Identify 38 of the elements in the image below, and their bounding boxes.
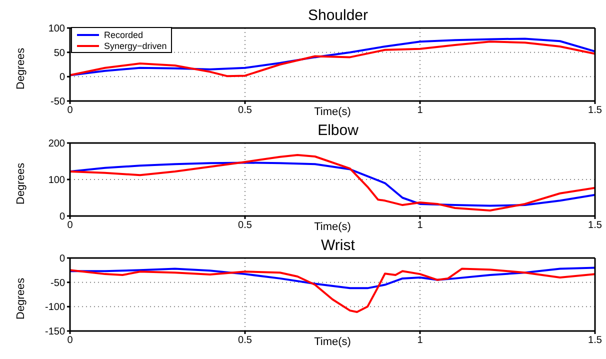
y-tick-label: 0 bbox=[59, 254, 66, 265]
line-series bbox=[70, 154, 595, 212]
y-tick-label: -50 bbox=[50, 278, 66, 289]
chart-title: Elbow bbox=[316, 122, 360, 139]
x-tick-label: 0.5 bbox=[238, 220, 252, 232]
chart-title: Shoulder bbox=[306, 7, 370, 24]
line-series bbox=[70, 162, 595, 207]
y-tick-label: 0 bbox=[59, 212, 66, 223]
x-tick-label: 1.5 bbox=[588, 335, 602, 346]
x-axis-title: Time(s) bbox=[314, 106, 351, 118]
y-tick-label: -100 bbox=[44, 302, 66, 314]
x-tick-label: 1.5 bbox=[588, 220, 602, 232]
x-tick-label: 0 bbox=[67, 105, 74, 116]
y-axis-title: Degrees bbox=[14, 277, 27, 320]
x-tick-label: 0.5 bbox=[238, 335, 252, 346]
x-tick-label: 0 bbox=[67, 335, 74, 346]
x-tick-label: 1 bbox=[417, 335, 424, 346]
line-series bbox=[70, 266, 595, 290]
y-axis-title: Degrees bbox=[14, 162, 27, 204]
chart-title: Wrist bbox=[320, 237, 356, 254]
x-tick-label: 1.5 bbox=[588, 105, 602, 116]
line-series bbox=[70, 268, 595, 314]
x-tick-label: 1 bbox=[417, 220, 424, 232]
x-axis-title: Time(s) bbox=[314, 336, 351, 348]
x-tick-label: 0 bbox=[67, 220, 74, 232]
y-tick-label: 100 bbox=[48, 24, 66, 35]
y-tick-label: -50 bbox=[50, 96, 66, 108]
legend-label: Recorded bbox=[104, 30, 144, 40]
y-tick-label: -150 bbox=[44, 326, 66, 338]
y-axis-title: Degrees bbox=[14, 47, 27, 90]
x-axis-title: Time(s) bbox=[314, 221, 351, 233]
x-tick-label: 0.5 bbox=[238, 105, 252, 116]
y-tick-label: 200 bbox=[48, 138, 66, 150]
x-tick-label: 1 bbox=[417, 105, 424, 116]
y-tick-label: 50 bbox=[54, 48, 66, 59]
y-tick-label: 100 bbox=[48, 175, 66, 186]
legend-label: Synergy−driven bbox=[104, 40, 167, 50]
y-tick-label: 0 bbox=[59, 72, 66, 84]
